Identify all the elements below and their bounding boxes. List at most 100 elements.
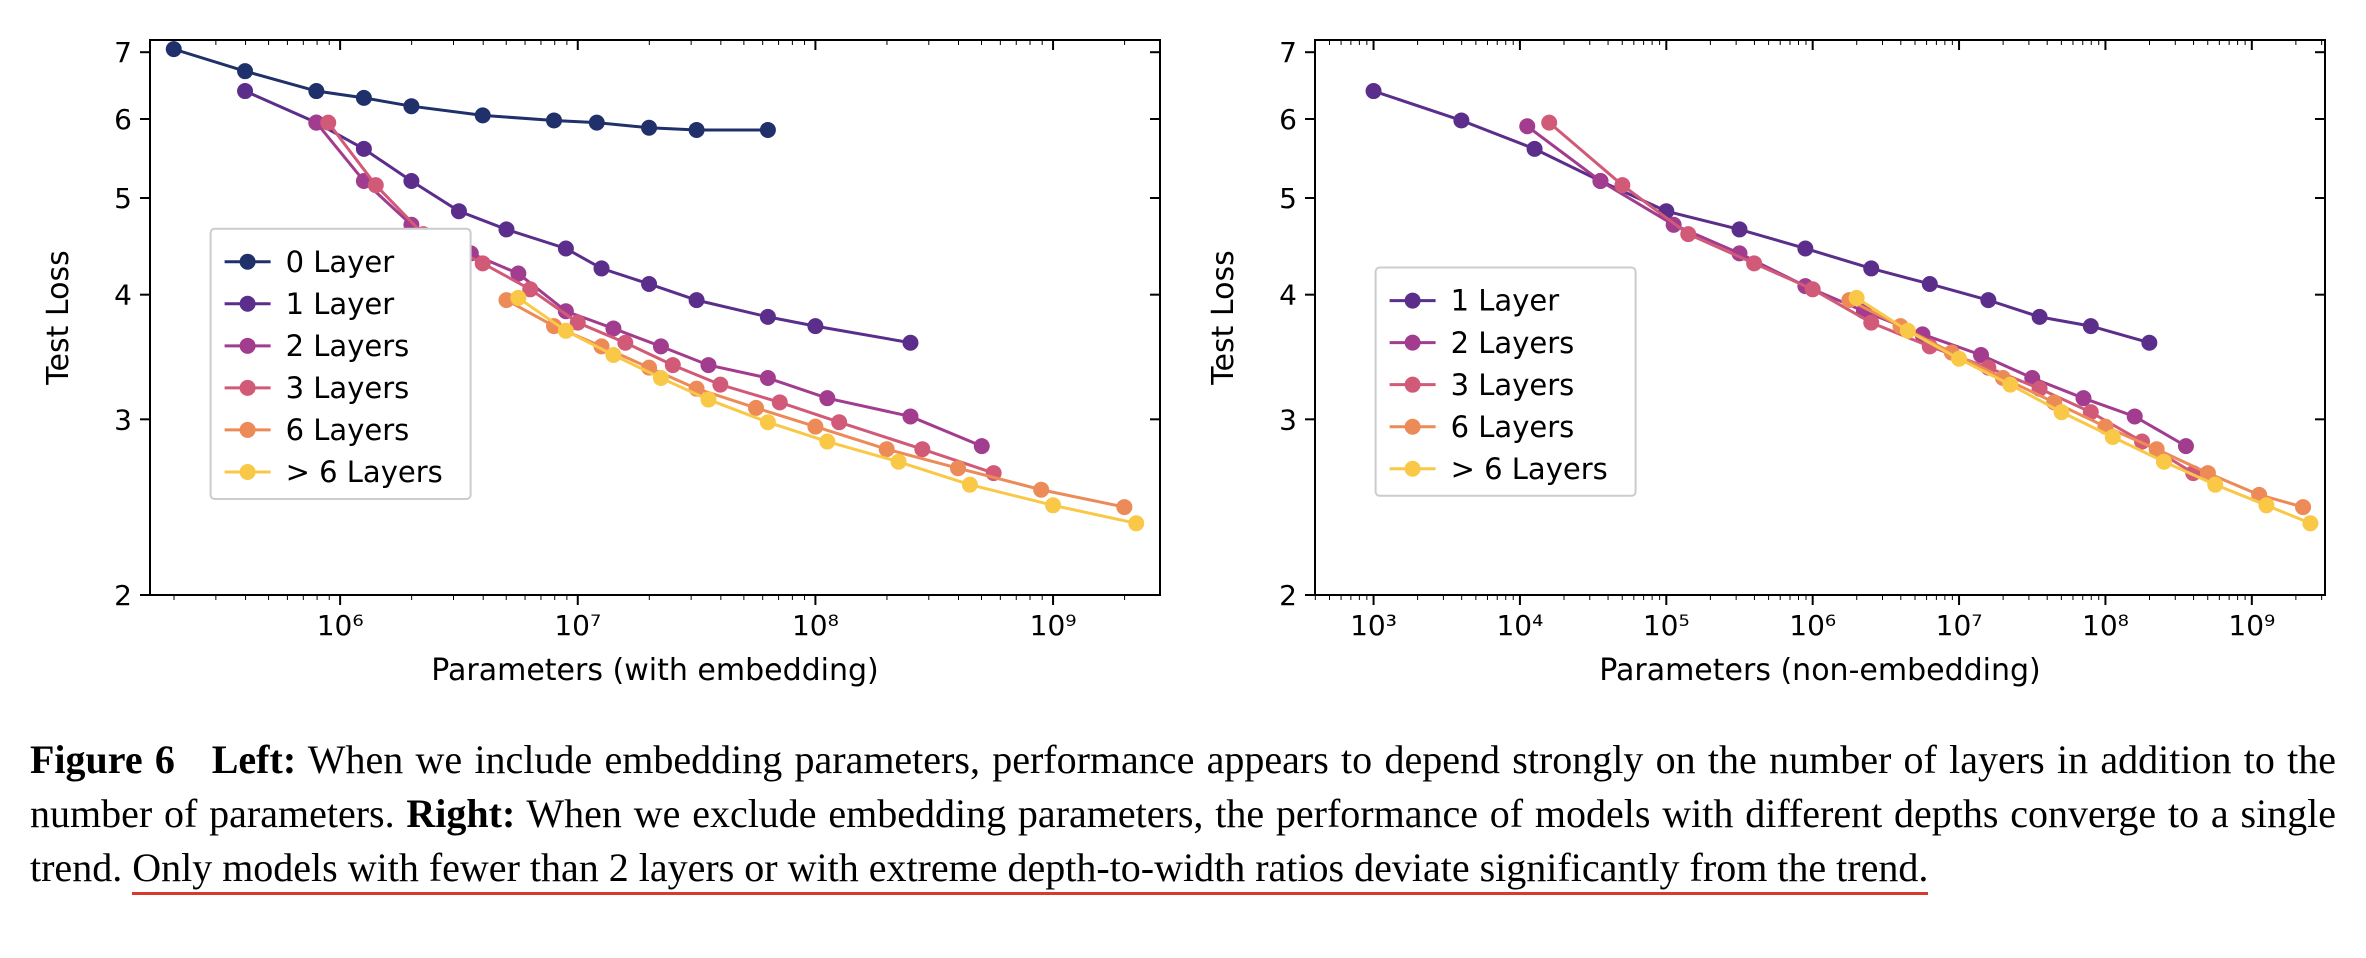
chart-right-series-marker xyxy=(1797,240,1813,256)
chart-left-series-marker xyxy=(451,203,467,219)
chart-right-ytick-label: 7 xyxy=(1279,36,1297,69)
chart-left-series-marker xyxy=(594,260,610,276)
chart-right-xtick-label: 10⁴ xyxy=(1496,609,1543,642)
chart-left-series-marker xyxy=(237,63,253,79)
chart-right-legend-label: 2 Layers xyxy=(1451,326,1575,360)
chart-right-series-marker xyxy=(1863,260,1879,276)
chart-right-series-marker xyxy=(2178,438,2194,454)
chart-left-series-marker xyxy=(807,318,823,334)
chart-left-series-marker xyxy=(498,221,514,237)
chart-right-series-marker xyxy=(1731,221,1747,237)
chart-right: 10³10⁴10⁵10⁶10⁷10⁸10⁹234567Parameters (n… xyxy=(1195,20,2350,705)
chart-right-ylabel: Test Loss xyxy=(1206,250,1241,385)
chart-right-series-marker xyxy=(1366,83,1382,99)
chart-right-series-marker xyxy=(2207,477,2223,493)
chart-left-series-marker xyxy=(320,115,336,131)
chart-left-series-marker xyxy=(974,438,990,454)
chart-right-series-marker xyxy=(2105,429,2121,445)
chart-left-series-marker xyxy=(510,290,526,306)
chart-left-series-marker xyxy=(403,173,419,189)
chart-left-series-marker xyxy=(807,419,823,435)
chart-left-series-marker xyxy=(641,120,657,136)
chart-left-series-marker xyxy=(748,400,764,416)
chart-left-series-marker xyxy=(617,335,633,351)
chart-right-series-marker xyxy=(1614,177,1630,193)
chart-right-xlabel: Parameters (non-embedding) xyxy=(1599,653,2041,688)
figure-caption: Figure 6 Left: When we include embedding… xyxy=(30,733,2336,895)
chart-right-ytick-label: 5 xyxy=(1279,182,1297,215)
chart-left-svg: 10⁶10⁷10⁸10⁹234567Parameters (with embed… xyxy=(30,20,1185,700)
chart-left-series-marker xyxy=(1033,482,1049,498)
chart-left-series-marker xyxy=(962,477,978,493)
chart-left-xtick-label: 10⁶ xyxy=(317,609,364,642)
chart-right-series-marker xyxy=(1592,173,1608,189)
chart-left-series-marker xyxy=(891,454,907,470)
chart-right-xtick-label: 10⁵ xyxy=(1643,609,1690,642)
chart-left-series-marker xyxy=(237,83,253,99)
chart-left-legend-label: 0 Layer xyxy=(286,245,395,279)
chart-left-series-marker xyxy=(760,309,776,325)
chart-left-ytick-label: 3 xyxy=(114,403,132,436)
chart-left-ytick-label: 2 xyxy=(114,579,132,612)
chart-left-series-marker xyxy=(760,122,776,138)
chart-right-series-marker xyxy=(2083,318,2099,334)
chart-right-series-marker xyxy=(1863,315,1879,331)
chart-left-series-marker xyxy=(914,441,930,457)
figure-number: Figure 6 xyxy=(30,737,175,782)
chart-right-series-marker xyxy=(1527,141,1543,157)
chart-left-ytick-label: 6 xyxy=(114,103,132,136)
chart-left-xtick-label: 10⁸ xyxy=(792,609,839,642)
chart-left-series-marker xyxy=(1045,497,1061,513)
chart-left-legend-marker xyxy=(240,464,256,480)
chart-left-series-marker xyxy=(665,357,681,373)
chart-left-series-marker xyxy=(902,408,918,424)
chart-right-legend-label: 6 Layers xyxy=(1451,410,1575,444)
chart-right-series-marker xyxy=(2295,499,2311,515)
chart-left-series-marker xyxy=(641,276,657,292)
chart-left-series-marker xyxy=(712,377,728,393)
chart-right-series-marker xyxy=(2075,390,2091,406)
chart-left-series-marker xyxy=(368,177,384,193)
chart-right-ytick-label: 3 xyxy=(1279,403,1297,436)
chart-left-series-marker xyxy=(902,335,918,351)
chart-left-series-marker xyxy=(653,370,669,386)
chart-right-series-marker xyxy=(1900,323,1916,339)
chart-right-series-marker xyxy=(2141,335,2157,351)
chart-left-series-marker xyxy=(605,347,621,363)
chart-right-legend-marker xyxy=(1405,377,1421,393)
chart-left-series-marker xyxy=(819,390,835,406)
chart-left-legend-marker xyxy=(240,422,256,438)
chart-left-series-marker xyxy=(1128,515,1144,531)
chart-left-legend-label: 6 Layers xyxy=(286,413,410,447)
chart-left-series-marker xyxy=(879,441,895,457)
chart-right-series-marker xyxy=(2302,515,2318,531)
chart-left-series-marker xyxy=(166,41,182,57)
chart-left-ytick-label: 5 xyxy=(114,182,132,215)
charts-row: 10⁶10⁷10⁸10⁹234567Parameters (with embed… xyxy=(30,20,2336,705)
chart-left-xtick-label: 10⁹ xyxy=(1030,609,1077,642)
chart-left-series-marker xyxy=(308,83,324,99)
chart-right-series-marker xyxy=(1519,118,1535,134)
chart-left-ylabel: Test Loss xyxy=(41,250,76,385)
chart-left-ytick-label: 7 xyxy=(114,36,132,69)
chart-left-xlabel: Parameters (with embedding) xyxy=(431,653,879,688)
chart-right-legend-label: > 6 Layers xyxy=(1451,452,1608,486)
chart-right-legend-marker xyxy=(1405,419,1421,435)
chart-left-series-marker xyxy=(760,370,776,386)
chart-right-series-marker xyxy=(1980,292,1996,308)
chart-left-series-marker xyxy=(700,392,716,408)
chart-right-series-marker xyxy=(1849,290,1865,306)
caption-underlined: Only models with fewer than 2 layers or … xyxy=(132,845,1928,895)
chart-right-legend-label: 1 Layer xyxy=(1451,284,1560,318)
chart-left-series-marker xyxy=(546,112,562,128)
chart-right-series-marker xyxy=(1541,115,1557,131)
chart-right-series-marker xyxy=(1746,255,1762,271)
chart-left-legend-marker xyxy=(240,296,256,312)
chart-left-legend-label: 1 Layer xyxy=(286,287,395,321)
chart-right-ytick-label: 4 xyxy=(1279,279,1297,312)
chart-right-series-marker xyxy=(2127,408,2143,424)
chart-left-legend-label: 2 Layers xyxy=(286,329,410,363)
chart-right-xtick-label: 10⁶ xyxy=(1789,609,1836,642)
chart-right-series-marker xyxy=(1680,226,1696,242)
chart-left-series-marker xyxy=(772,394,788,410)
